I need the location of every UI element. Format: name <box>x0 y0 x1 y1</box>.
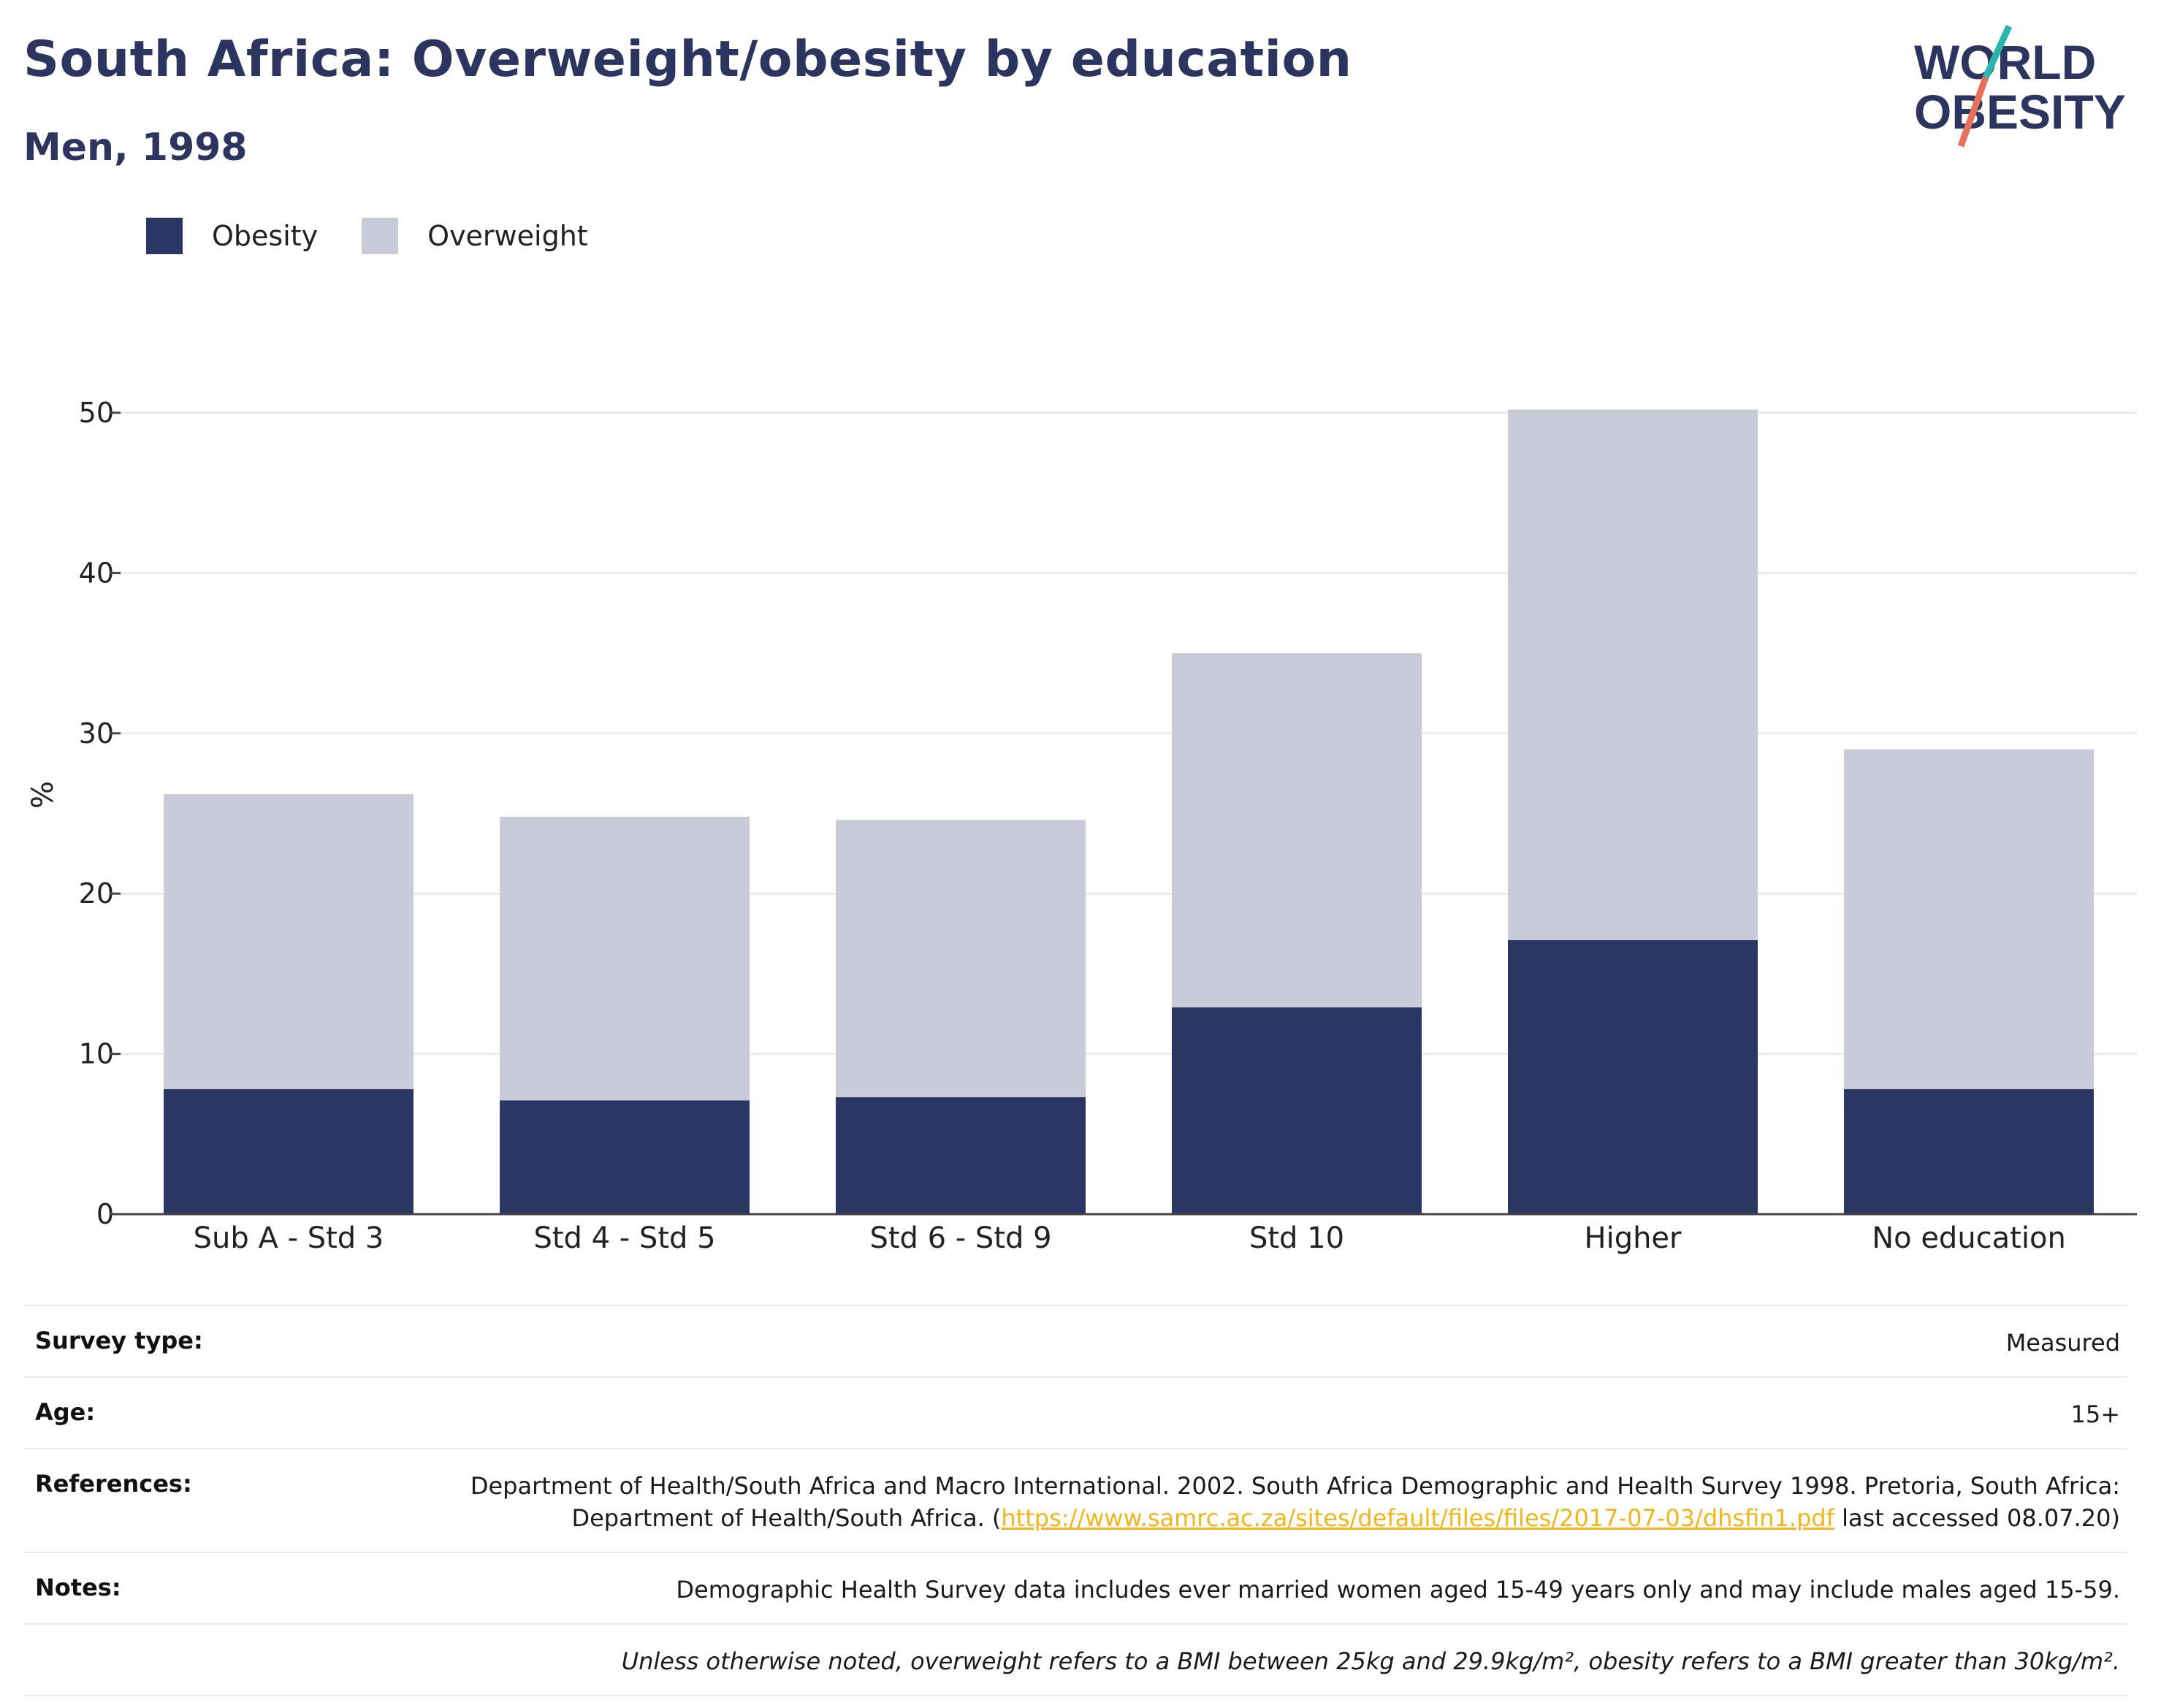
world-obesity-logo: WORLD OBESITY <box>1914 25 2126 148</box>
legend-item-obesity[interactable]: Obesity <box>146 218 318 254</box>
x-tick-label: Std 10 <box>1249 1221 1344 1255</box>
survey-type-value: Measured <box>2005 1329 2120 1357</box>
notes-value: Demographic Health Survey data includes … <box>676 1576 2120 1604</box>
y-tick-label: 30 <box>79 717 114 750</box>
age-label: Age: <box>35 1398 96 1426</box>
chart-subtitle: Men, 1998 <box>23 126 248 169</box>
bar-obesity-4[interactable] <box>1508 939 1758 1214</box>
references-value: Department of Health/South Africa and Ma… <box>469 1470 2120 1534</box>
survey-type-label: Survey type: <box>35 1327 203 1354</box>
meta-row-definition: Unless otherwise noted, overweight refer… <box>23 1623 2127 1696</box>
legend-label-obesity: Obesity <box>212 220 319 252</box>
bar-obesity-1[interactable] <box>500 1100 750 1214</box>
meta-row-age: Age: 15+ <box>23 1376 2127 1448</box>
references-link[interactable]: https://www.samrc.ac.za/sites/default/fi… <box>1001 1504 1834 1532</box>
meta-row-survey-type: Survey type: Measured <box>23 1305 2127 1376</box>
logo-slash-teal <box>1982 25 2013 79</box>
bar-obesity-2[interactable] <box>836 1097 1086 1214</box>
references-label: References: <box>35 1470 192 1498</box>
bars <box>164 409 2094 1214</box>
metadata-table: Survey type: Measured Age: 15+ Reference… <box>23 1305 2127 1696</box>
y-tick-label: 10 <box>79 1038 114 1070</box>
logo-line1: WORLD <box>1914 35 2096 89</box>
bar-obesity-0[interactable] <box>164 1089 413 1214</box>
bar-overweight-3[interactable] <box>1172 653 1422 1007</box>
bar-overweight-0[interactable] <box>164 794 413 1089</box>
legend-item-overweight[interactable]: Overweight <box>362 218 588 254</box>
gridlines <box>121 411 2137 1056</box>
chart-title: South Africa: Overweight/obesity by educ… <box>23 31 1352 88</box>
logo-line2: OBESITY <box>1914 85 2126 139</box>
references-text: Department of Health/South Africa and Ma… <box>470 1472 2120 1532</box>
y-axis-label: % <box>26 781 60 809</box>
meta-row-references: References: Department of Health/South A… <box>23 1448 2127 1552</box>
bar-obesity-5[interactable] <box>1844 1089 2094 1214</box>
chart-legend: Obesity Overweight <box>146 218 632 254</box>
references-accessed: last accessed 08.07.20) <box>1834 1504 2120 1532</box>
legend-label-overweight: Overweight <box>427 220 588 252</box>
bar-overweight-2[interactable] <box>836 820 1086 1097</box>
x-tick-label: No education <box>1872 1221 2066 1255</box>
bar-overweight-1[interactable] <box>500 816 750 1101</box>
bar-overweight-5[interactable] <box>1844 749 2094 1089</box>
y-tick-label: 40 <box>79 557 114 589</box>
bar-overweight-4[interactable] <box>1508 409 1758 940</box>
definition-text: Unless otherwise noted, overweight refer… <box>621 1647 2120 1675</box>
x-tick-label: Std 6 - Std 9 <box>869 1221 1051 1255</box>
logo-slash-coral <box>1957 76 1989 148</box>
notes-label: Notes: <box>35 1574 121 1601</box>
legend-swatch-overweight <box>362 218 399 254</box>
legend-swatch-obesity <box>146 218 183 254</box>
bar-obesity-3[interactable] <box>1172 1007 1422 1214</box>
x-tick-label: Higher <box>1585 1221 1682 1255</box>
meta-row-notes: Notes: Demographic Health Survey data in… <box>23 1552 2127 1623</box>
y-tick-label: 20 <box>79 877 114 910</box>
age-value: 15+ <box>2070 1400 2120 1428</box>
y-tick-label: 50 <box>79 397 114 429</box>
x-tick-label: Sub A - Std 3 <box>194 1221 384 1255</box>
x-tick-label: Std 4 - Std 5 <box>533 1221 715 1255</box>
